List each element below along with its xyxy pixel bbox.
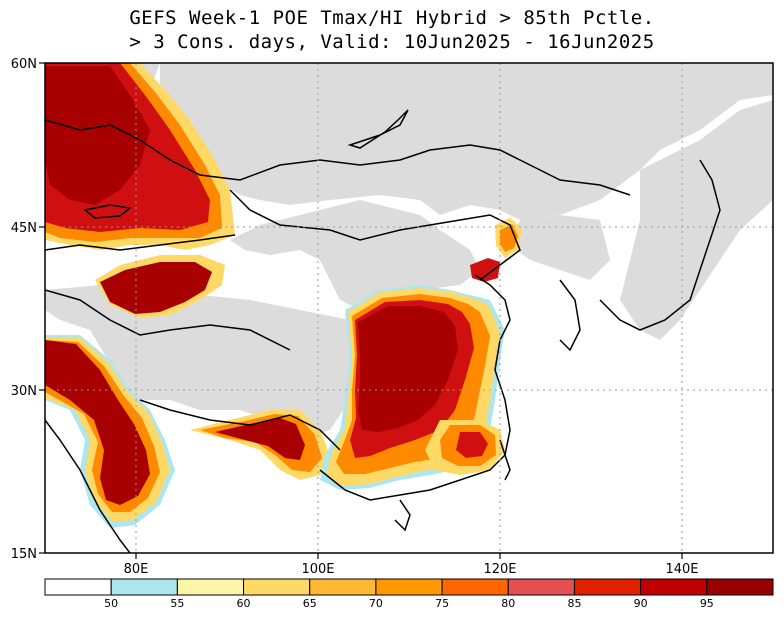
- colorbar-label: 85: [567, 597, 581, 610]
- lon-label-120e: 120E: [483, 562, 516, 577]
- probability-field-himalaya-bangladesh: [190, 410, 330, 480]
- lat-label-60n: 60N: [11, 57, 37, 72]
- land-mask-gray: [45, 63, 773, 440]
- map-frame: [44, 62, 774, 554]
- lon-label-100e: 100E: [301, 562, 334, 577]
- colorbar-label: 95: [700, 597, 714, 610]
- lon-label-80e: 80E: [124, 562, 149, 577]
- gridlines: [45, 63, 773, 553]
- lon-label-140e: 140E: [665, 562, 698, 577]
- colorbar-label: 50: [104, 597, 118, 610]
- probability-field-south-china-coast: [425, 420, 505, 475]
- colorbar-swatch: [176, 578, 245, 596]
- colorbar-label: 75: [435, 597, 449, 610]
- lat-ticks: [39, 62, 45, 554]
- lon-ticks: [135, 553, 683, 559]
- lat-label-30n: 30N: [11, 384, 37, 399]
- colorbar-swatch: [375, 578, 443, 596]
- map-title-line1: GEFS Week-1 POE Tmax/HI Hybrid > 85th Pc…: [129, 7, 655, 29]
- colorbar-label: 80: [501, 597, 515, 610]
- colorbar-swatch: [573, 578, 642, 596]
- lat-label-45n: 45N: [11, 221, 37, 236]
- colorbar-swatch: [640, 578, 708, 596]
- colorbar-label: 70: [369, 597, 383, 610]
- colorbar-label: 55: [170, 597, 184, 610]
- probability-field-northwest: [45, 63, 235, 250]
- lat-label-15n: 15N: [11, 547, 37, 562]
- colorbar-swatch: [110, 578, 178, 596]
- map-layers: [45, 63, 773, 553]
- colorbar-swatch: [243, 578, 311, 596]
- colorbar-swatch: [44, 578, 112, 596]
- colorbar: 50 55 60 65 70 75 80 85 90 95: [44, 578, 774, 610]
- colorbar-label: 60: [237, 597, 251, 610]
- coastlines-borders: [45, 109, 721, 553]
- colorbar-swatch: [706, 578, 774, 596]
- probability-field-central-asia: [95, 255, 225, 318]
- map-title-line2: > 3 Cons. days, Valid: 10Jun2025 - 16Jun…: [129, 31, 655, 53]
- colorbar-label: 90: [634, 597, 648, 610]
- probability-field-south-asia: [45, 335, 175, 528]
- colorbar-swatch: [309, 578, 377, 596]
- colorbar-swatch: [441, 578, 509, 596]
- colorbar-swatch: [507, 578, 575, 596]
- colorbar-label: 65: [303, 597, 317, 610]
